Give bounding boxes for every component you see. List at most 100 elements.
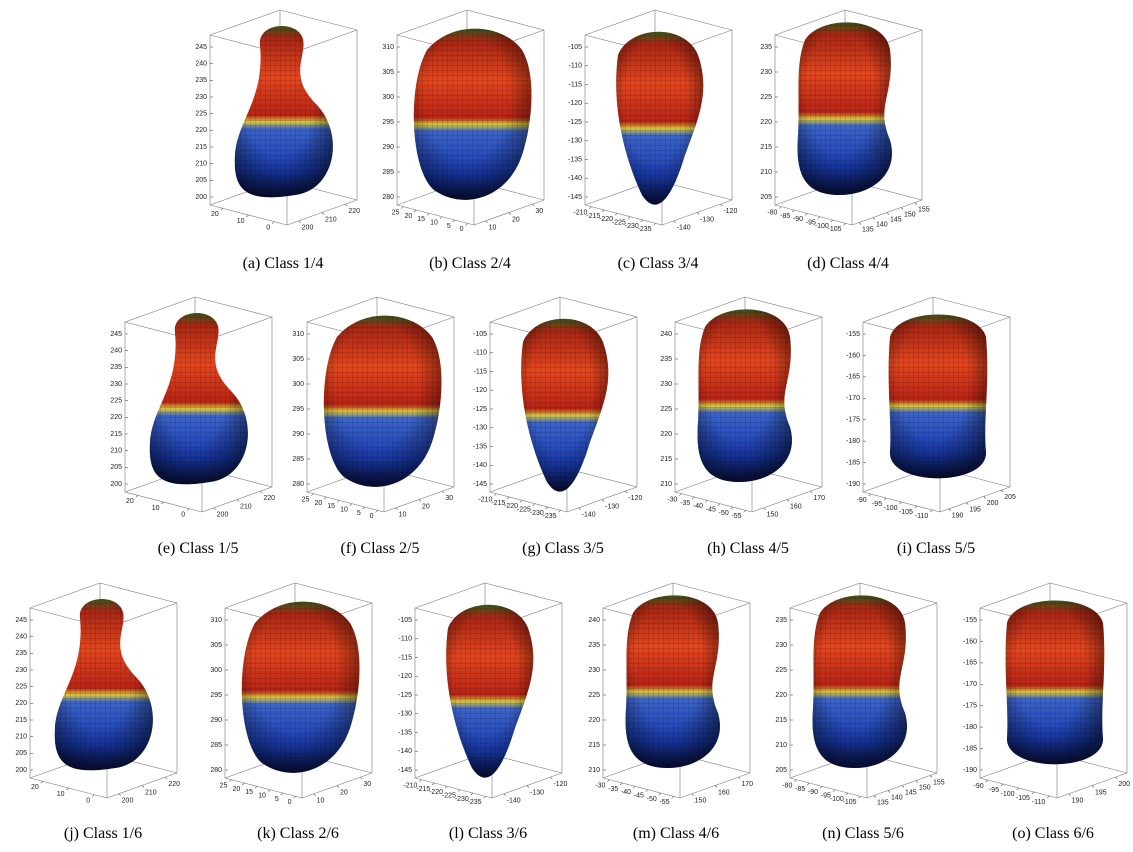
x-tick xyxy=(794,780,796,782)
y-tick xyxy=(873,218,875,220)
z-tick-label: 220 xyxy=(588,717,600,724)
y-tick-label: 30 xyxy=(445,495,453,502)
x-tick-label: 0 xyxy=(266,225,270,232)
y-tick xyxy=(1001,490,1003,492)
y-tick-label: -130 xyxy=(530,789,544,796)
x-tick xyxy=(744,510,746,512)
x-tick xyxy=(466,223,468,225)
z-tick-label: 295 xyxy=(382,119,394,126)
z-tick-label: -185 xyxy=(963,745,977,752)
y-tick-label: 10 xyxy=(399,512,407,519)
x-tick-label: -90 xyxy=(974,783,984,790)
y-tick-label: 200 xyxy=(217,512,229,519)
surface-shade xyxy=(55,599,153,770)
z-tick-label: -185 xyxy=(846,459,860,466)
z-tick-label: -135 xyxy=(568,156,582,163)
x-tick xyxy=(672,796,674,798)
caption: (d) Class 4/4 xyxy=(807,255,889,272)
x-tick-label: 20 xyxy=(31,784,39,791)
surface-shade xyxy=(235,26,333,197)
y-tick xyxy=(299,221,301,223)
z-tick-label: -180 xyxy=(846,438,860,445)
x-tick xyxy=(229,780,231,782)
z-tick-label: -175 xyxy=(963,703,977,710)
x-tick xyxy=(1047,796,1049,798)
surface-shade xyxy=(697,309,791,482)
caption: (k) Class 2/6 xyxy=(257,825,339,842)
y-tick-label: 200 xyxy=(302,225,314,232)
x-tick-label: 0 xyxy=(181,512,185,519)
y-tick xyxy=(442,491,444,493)
x-tick xyxy=(602,210,604,212)
z-tick-label: -135 xyxy=(398,729,412,736)
z-tick-label: 230 xyxy=(775,642,787,649)
panel: 2452402352302252202152102052002010020021… xyxy=(110,297,275,519)
y-tick-label: 210 xyxy=(145,789,157,796)
x-tick xyxy=(311,494,313,496)
x-tick-label: -30 xyxy=(667,497,677,504)
y-tick xyxy=(1069,794,1071,796)
z-tick-label: 285 xyxy=(292,456,304,463)
z-tick-label: 245 xyxy=(110,331,122,338)
y-tick xyxy=(984,496,986,498)
x-tick xyxy=(337,500,339,502)
box-edge xyxy=(295,583,372,603)
x-tick xyxy=(520,500,522,502)
y-tick xyxy=(119,794,121,796)
x-tick-label: 20 xyxy=(126,498,134,505)
z-tick-label: -105 xyxy=(473,331,487,338)
x-tick-label: -95 xyxy=(989,787,999,794)
x-tick xyxy=(844,223,846,225)
z-tick-label: -130 xyxy=(398,711,412,718)
x-tick-label: -40 xyxy=(621,789,631,796)
y-tick xyxy=(715,786,717,788)
z-tick-label: 215 xyxy=(15,717,27,724)
z-tick-label: 305 xyxy=(382,69,394,76)
x-tick-label: -80 xyxy=(782,783,792,790)
z-tick-label: 280 xyxy=(210,767,222,774)
z-tick-label: -165 xyxy=(846,374,860,381)
x-tick xyxy=(507,497,509,499)
z-tick-label: 215 xyxy=(760,144,772,151)
box-edge xyxy=(585,10,655,35)
z-tick-label: 240 xyxy=(15,634,27,641)
y-tick-label: 210 xyxy=(240,503,252,510)
x-tick-label: -235 xyxy=(543,513,557,520)
x-tick-label: -100 xyxy=(1000,791,1014,798)
z-tick-label: -125 xyxy=(398,692,412,699)
y-tick xyxy=(720,204,722,206)
y-tick xyxy=(165,777,167,779)
surface-shade xyxy=(625,595,719,768)
z-tick-label: -145 xyxy=(473,481,487,488)
x-tick xyxy=(705,500,707,502)
z-tick-label: -110 xyxy=(474,350,488,357)
x-tick-label: 20 xyxy=(211,211,219,218)
z-tick-label: 290 xyxy=(292,431,304,438)
z-tick-label: 230 xyxy=(588,667,600,674)
y-tick-label: 140 xyxy=(891,794,903,801)
x-tick-label: 10 xyxy=(340,507,348,514)
x-tick xyxy=(1032,792,1034,794)
z-tick-label: 240 xyxy=(195,61,207,68)
z-tick-label: 220 xyxy=(760,119,772,126)
y-tick xyxy=(966,503,968,505)
x-tick-label: 10 xyxy=(237,218,245,225)
panel: 240235230225220215210-30-35-40-45-50-551… xyxy=(588,583,753,806)
y-tick xyxy=(692,794,694,796)
x-tick-label: -35 xyxy=(680,500,690,507)
x-tick-label: 15 xyxy=(417,216,425,223)
x-tick xyxy=(221,208,223,210)
y-tick-label: 170 xyxy=(813,495,825,502)
z-tick-label: -140 xyxy=(568,175,582,182)
z-tick-label: 220 xyxy=(775,692,787,699)
x-tick xyxy=(350,504,352,506)
box-edge xyxy=(560,297,637,317)
y-tick-label: 155 xyxy=(933,779,945,786)
z-tick-label: -135 xyxy=(473,443,487,450)
x-tick xyxy=(692,497,694,499)
y-tick-label: 195 xyxy=(1095,789,1107,796)
z-tick-label: -125 xyxy=(568,119,582,126)
surface-shade xyxy=(521,319,608,492)
x-tick-label: 5 xyxy=(447,223,451,230)
x-tick xyxy=(805,213,807,215)
